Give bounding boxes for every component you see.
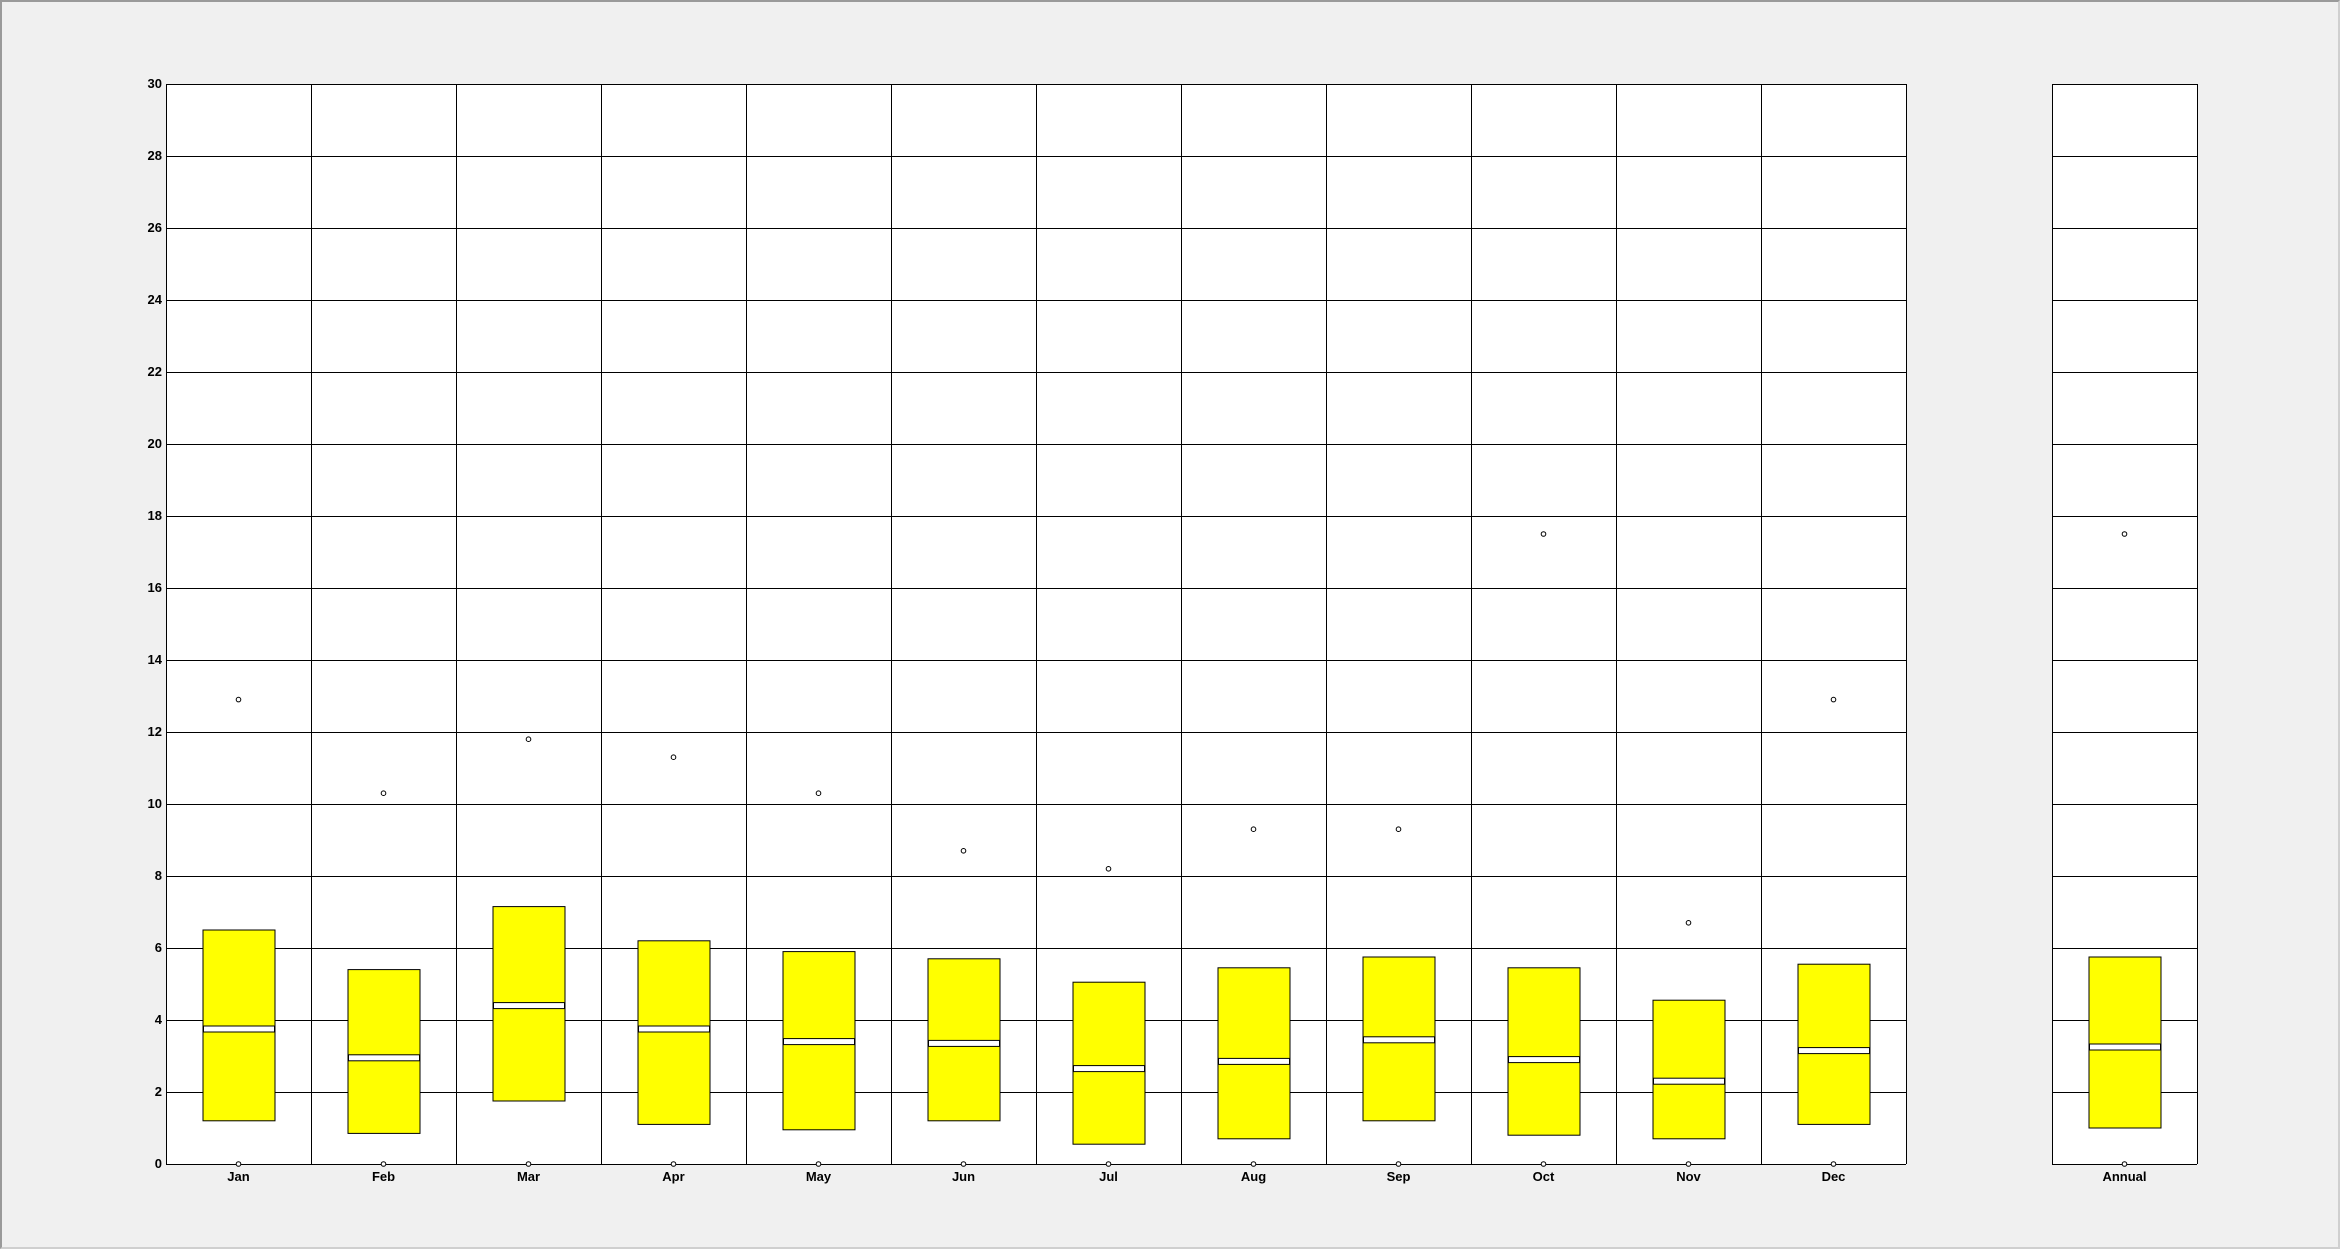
box-annual [2088,531,2162,1167]
box-jan [202,696,276,1167]
box-median-sep [1363,1036,1435,1044]
min-marker-annual [2121,1161,2128,1167]
x-label-mar: Mar [517,1169,540,1184]
x-label-feb: Feb [372,1169,395,1184]
box-iqr-nov [1652,999,1726,1140]
box-nov [1652,920,1726,1167]
box-jul [1072,866,1146,1167]
x-label-may: May [806,1169,832,1184]
box-iqr-feb [347,969,421,1134]
min-marker-aug [1250,1161,1257,1167]
x-label-oct: Oct [1533,1169,1555,1184]
max-marker-apr [670,754,677,761]
box-iqr-jul [1072,981,1146,1145]
min-marker-dec [1830,1161,1837,1167]
y-tick-label: 24 [148,292,163,307]
box-median-aug [1218,1057,1290,1065]
min-marker-jan [235,1161,242,1167]
max-marker-oct [1540,531,1547,537]
x-label-annual: Annual [2102,1169,2146,1184]
min-marker-mar [525,1161,532,1167]
box-median-may [783,1038,855,1046]
y-tick-label: 16 [148,580,162,595]
box-feb [347,790,421,1167]
max-marker-jul [1105,866,1112,872]
boxes [202,531,2162,1167]
x-label-sep: Sep [1387,1169,1411,1184]
y-tick-label: 12 [148,724,162,739]
box-median-feb [348,1054,420,1062]
y-tick-label: 30 [148,76,162,91]
x-label-dec: Dec [1822,1169,1846,1184]
x-label-jun: Jun [952,1169,975,1184]
max-marker-may [815,790,822,797]
max-marker-dec [1830,696,1837,703]
grid-lines [166,84,2198,1165]
box-apr [637,754,711,1167]
min-marker-sep [1395,1161,1402,1167]
y-tick-label: 2 [155,1084,162,1099]
y-tick-label: 0 [155,1156,162,1171]
min-marker-oct [1540,1161,1547,1167]
y-tick-label: 22 [148,364,162,379]
box-median-mar [493,1002,565,1010]
x-axis-category-labels: Jan Feb Mar Apr May Jun Jul Aug Sep Oct Nov Dec Annu… [227,1169,2146,1184]
box-jun [927,848,1001,1167]
box-iqr-apr [637,940,711,1125]
y-tick-label: 26 [148,220,162,235]
box-iqr-jan [202,929,276,1122]
y-tick-label: 10 [148,796,162,811]
box-aug [1217,826,1291,1167]
box-median-annual [2089,1043,2161,1051]
max-marker-annual [2121,531,2128,537]
min-marker-jun [960,1161,967,1167]
box-mar [492,736,566,1167]
y-tick-label: 8 [155,868,162,883]
max-marker-aug [1250,826,1257,833]
x-label-jan: Jan [227,1169,249,1184]
box-dec [1797,696,1871,1167]
box-median-oct [1508,1056,1580,1064]
box-median-apr [638,1025,710,1033]
max-marker-jan [235,696,242,703]
y-tick-label: 18 [148,508,162,523]
box-iqr-aug [1217,967,1291,1140]
y-tick-label: 20 [148,436,162,451]
box-iqr-jun [927,958,1001,1122]
min-marker-apr [670,1161,677,1167]
min-marker-may [815,1161,822,1167]
x-label-aug: Aug [1241,1169,1266,1184]
x-label-nov: Nov [1676,1169,1701,1184]
max-marker-feb [380,790,387,797]
box-median-jul [1073,1065,1145,1073]
min-marker-feb [380,1161,387,1167]
box-sep [1362,826,1436,1167]
box-iqr-oct [1507,967,1581,1136]
max-marker-nov [1685,920,1692,926]
x-label-apr: Apr [662,1169,684,1184]
y-tick-label: 4 [155,1012,163,1027]
y-tick-label: 6 [155,940,162,955]
box-median-dec [1798,1047,1870,1055]
max-marker-mar [525,736,532,743]
box-may [782,790,856,1167]
x-label-jul: Jul [1099,1169,1118,1184]
box-median-nov [1653,1077,1725,1085]
box-median-jan [203,1025,275,1033]
max-marker-sep [1395,826,1402,833]
box-iqr-annual [2088,956,2162,1129]
min-marker-jul [1105,1161,1112,1167]
max-marker-jun [960,848,967,854]
box-oct [1507,531,1581,1167]
y-tick-label: 14 [148,652,163,667]
min-marker-nov [1685,1161,1692,1167]
box-median-jun [928,1039,1000,1047]
box-iqr-dec [1797,963,1871,1125]
y-tick-label: 28 [148,148,162,163]
